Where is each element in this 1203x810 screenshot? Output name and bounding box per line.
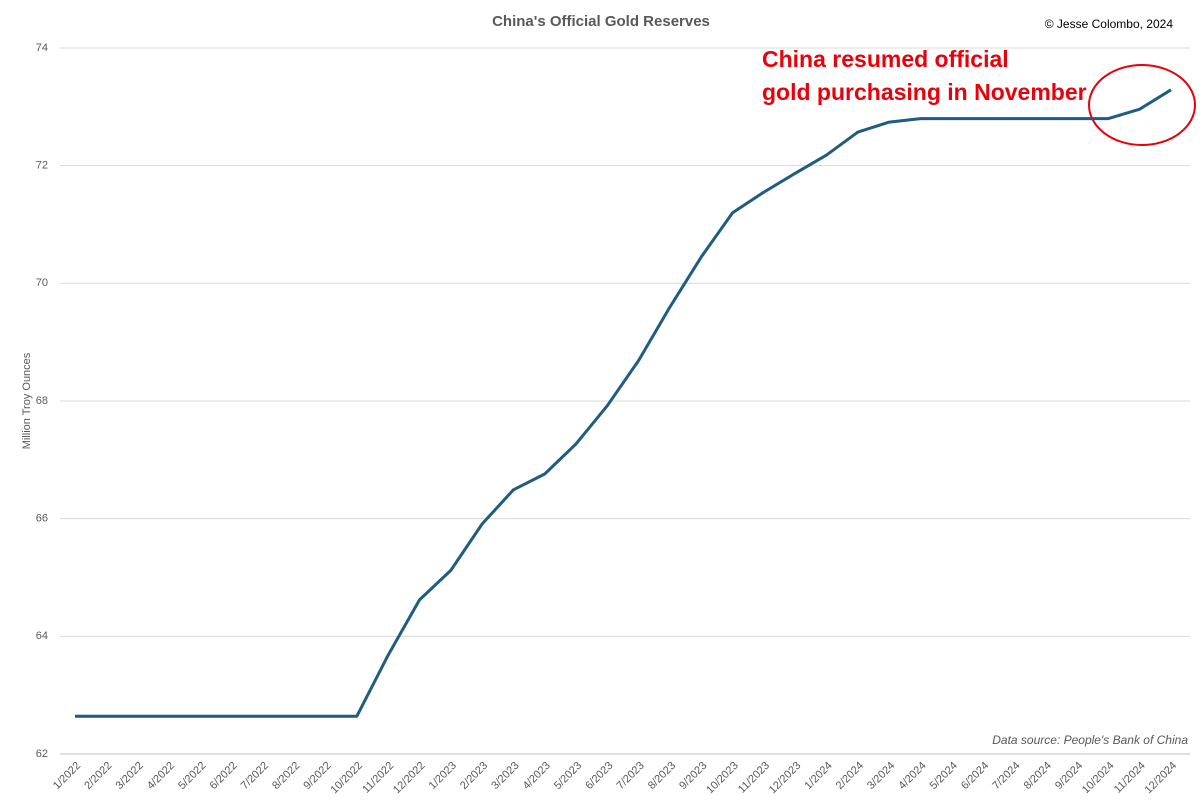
x-tick-label: 12/2023 — [767, 760, 804, 797]
x-tick-label: 6/2024 — [959, 760, 991, 792]
x-tick-label: 3/2023 — [489, 760, 521, 792]
x-tick-label: 12/2024 — [1143, 760, 1180, 797]
y-tick-label: 62 — [36, 748, 48, 760]
x-tick-label: 2/2024 — [834, 760, 866, 792]
x-tick-label: 11/2022 — [360, 760, 396, 796]
y-tick-label: 74 — [36, 42, 48, 54]
credit: © Jesse Colombo, 2024 — [1045, 17, 1174, 31]
x-tick-label: 2/2023 — [458, 760, 490, 792]
x-tick-label: 7/2024 — [990, 760, 1022, 792]
x-tick-label: 12/2022 — [391, 760, 428, 797]
x-tick-label: 6/2022 — [207, 760, 239, 792]
x-tick-label: 8/2024 — [1022, 760, 1054, 792]
data-line — [75, 88, 1172, 718]
x-tick-label: 6/2023 — [583, 760, 615, 792]
highlight-circle — [1088, 64, 1196, 146]
x-tick-label: 8/2023 — [646, 760, 678, 792]
annotation: China resumed official — [762, 46, 1009, 72]
y-tick-label: 70 — [36, 277, 48, 289]
x-tick-label: 5/2023 — [552, 760, 584, 792]
x-tick-label: 5/2024 — [928, 760, 960, 792]
x-tick-label: 10/2023 — [704, 760, 741, 797]
x-tick-label: 11/2024 — [1112, 760, 1148, 796]
x-tick-label: 1/2023 — [427, 760, 459, 792]
y-axis-label: Million Troy Ounces — [21, 352, 33, 449]
x-tick-label: 4/2023 — [521, 760, 553, 792]
x-tick-label: 5/2022 — [176, 760, 208, 792]
x-tick-label: 10/2024 — [1080, 760, 1117, 797]
x-tick-label: 11/2023 — [736, 760, 772, 796]
source: Data source: People's Bank of China — [992, 733, 1188, 747]
x-tick-label: 1/2022 — [51, 760, 83, 792]
x-tick-label: 3/2022 — [114, 760, 146, 792]
x-tick-label: 7/2022 — [239, 760, 271, 792]
x-tick-label: 8/2022 — [270, 760, 302, 792]
y-tick-label: 66 — [36, 513, 48, 525]
x-tick-label: 10/2022 — [328, 760, 365, 797]
x-tick-label: 1/2024 — [802, 760, 834, 792]
y-tick-label: 68 — [36, 395, 48, 407]
annotation: gold purchasing in November — [762, 79, 1087, 105]
x-tick-label: 7/2023 — [615, 760, 647, 792]
y-tick-label: 64 — [36, 630, 48, 642]
chart-title: China's Official Gold Reserves — [492, 13, 710, 30]
x-tick-label: 4/2022 — [145, 760, 177, 792]
y-tick-label: 72 — [36, 160, 48, 172]
x-tick-label: 2/2022 — [82, 760, 114, 792]
x-tick-label: 3/2024 — [865, 760, 897, 792]
x-tick-label: 4/2024 — [896, 760, 928, 792]
